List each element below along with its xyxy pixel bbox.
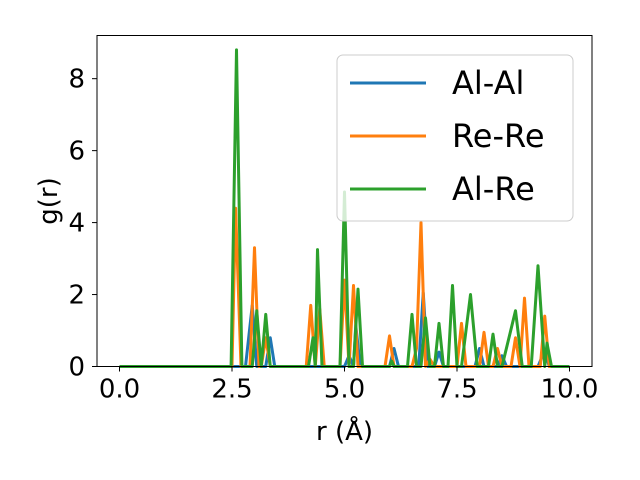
y-tick-label: 2 xyxy=(68,281,85,311)
axis-ticks: 0.0 2.5 5.0 7.5 10.0 0 2 4 6 8 xyxy=(68,65,598,405)
x-tick-label: 10.0 xyxy=(541,375,599,405)
y-axis-label: g(r) xyxy=(34,177,64,224)
x-axis-label: r (Å) xyxy=(316,415,373,447)
x-tick-label: 0.0 xyxy=(99,375,140,405)
legend-label-re-re: Re-Re xyxy=(452,117,545,155)
y-tick-label: 4 xyxy=(68,209,85,239)
legend-label-al-re: Al-Re xyxy=(452,170,535,208)
y-tick-label: 8 xyxy=(68,65,85,95)
legend-label-al-al: Al-Al xyxy=(452,64,524,102)
legend-frame xyxy=(336,54,574,222)
y-tick-label: 6 xyxy=(68,137,85,167)
legend: Al-Al Re-Re Al-Re xyxy=(336,54,574,222)
y-tick-label: 0 xyxy=(68,353,85,383)
x-tick-label: 5.0 xyxy=(324,375,365,405)
x-tick-label: 2.5 xyxy=(211,375,252,405)
x-tick-label: 7.5 xyxy=(436,375,477,405)
